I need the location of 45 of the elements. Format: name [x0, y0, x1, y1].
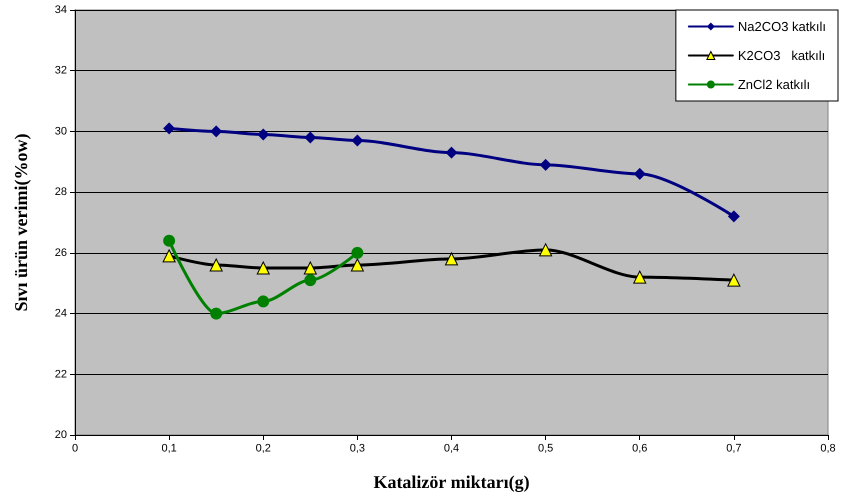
y-tick-label: 34	[54, 4, 67, 16]
point	[445, 252, 458, 266]
legend-label: Na2CO3 katkılı	[738, 19, 826, 34]
point	[163, 122, 176, 134]
point	[350, 258, 364, 272]
point	[539, 243, 552, 256]
x-tick-label: 0,5	[538, 442, 554, 454]
y-tick-label: 22	[54, 368, 67, 380]
point	[728, 210, 740, 222]
point	[256, 262, 270, 275]
x-tick-label: 0,4	[444, 442, 460, 454]
legend-label: ZnCl2 katkılı	[738, 77, 810, 92]
y-tick-label: 30	[54, 125, 67, 138]
point	[163, 234, 176, 247]
x-tick-label: 0,7	[726, 442, 742, 454]
y-tick-label: 24	[54, 308, 67, 320]
point	[351, 246, 364, 259]
point	[446, 146, 458, 159]
x-tick-label: 0	[72, 442, 78, 454]
x-tick-label: 0,6	[632, 442, 648, 454]
point	[210, 125, 222, 138]
legend-label: K2CO3 katkılı	[738, 48, 826, 63]
point	[257, 295, 270, 308]
point	[633, 270, 646, 284]
y-tick-label: 28	[54, 186, 67, 198]
point	[304, 262, 317, 275]
point	[210, 258, 223, 272]
point	[540, 158, 552, 171]
x-tick-label: 0,2	[256, 442, 271, 454]
point	[304, 274, 316, 286]
point	[210, 308, 222, 320]
x-tick-label: 0,3	[350, 442, 366, 454]
x-tick-label: 0,1	[161, 442, 177, 454]
y-tick-label: 32	[54, 64, 67, 77]
x-tick-label: 0,8	[820, 442, 836, 454]
point	[351, 134, 364, 147]
point	[304, 132, 316, 144]
point	[727, 274, 740, 287]
y-axis-title: Sıvı ürün verimi(%ow)	[11, 134, 31, 312]
point	[634, 168, 646, 180]
point	[257, 128, 270, 140]
y-tick-label: 20	[54, 429, 67, 441]
x-axis-title: Katalizör miktarı(g)	[373, 472, 530, 492]
point	[162, 249, 176, 262]
y-tick-label: 26	[54, 246, 67, 259]
